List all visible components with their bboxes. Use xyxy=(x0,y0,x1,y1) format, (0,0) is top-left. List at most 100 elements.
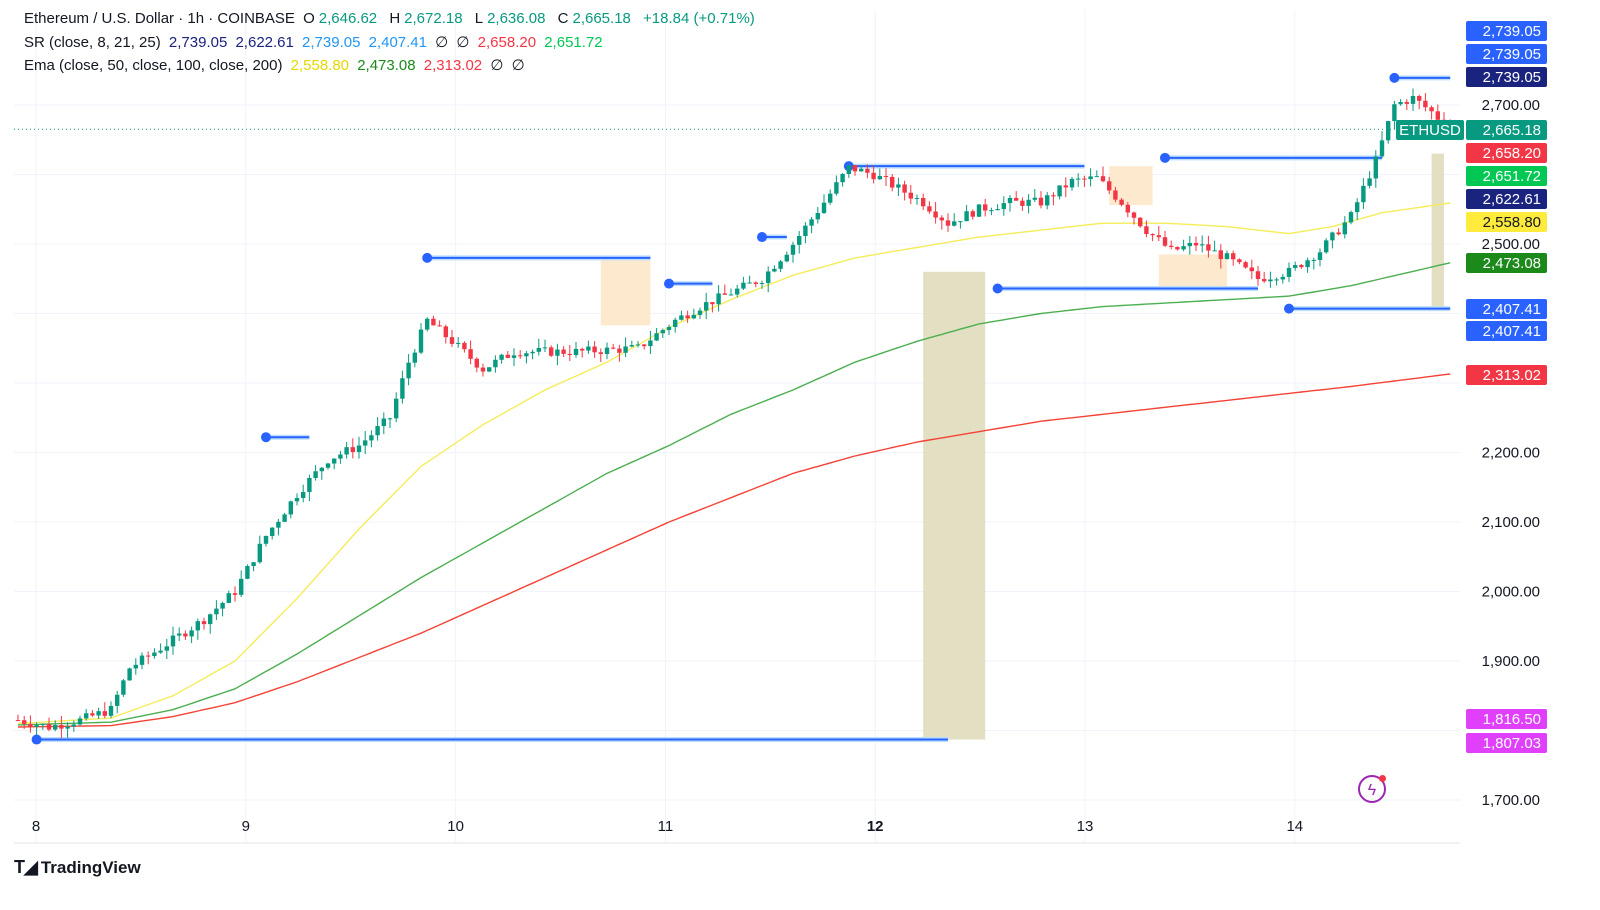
candle-body xyxy=(772,268,777,272)
lightning-icon[interactable]: ϟ xyxy=(1358,775,1386,803)
candle-body xyxy=(1020,200,1025,206)
price-tag xyxy=(1466,299,1547,319)
candle-body xyxy=(1069,178,1075,188)
ema-label: Ema (close, 50, close, 100, close, 200) xyxy=(24,57,283,74)
candle-body xyxy=(282,514,287,522)
candle-body xyxy=(1231,253,1236,260)
candle-body xyxy=(1051,195,1056,197)
candle-body xyxy=(487,367,492,372)
candle-body xyxy=(332,458,337,464)
candle-body xyxy=(425,318,430,330)
legend-sr[interactable]: SR (close, 8, 21, 25) 2,739.05 2,622.61 … xyxy=(24,33,607,51)
price-tag xyxy=(1466,67,1547,87)
candle-body xyxy=(1187,242,1192,247)
change-label: +18.84 (+0.71%) xyxy=(643,10,755,27)
candle-body xyxy=(1330,232,1335,241)
price-tag-label: 2,651.72 xyxy=(1483,168,1541,185)
candle-body xyxy=(177,633,182,636)
candle-body xyxy=(697,310,703,315)
candle-body xyxy=(350,447,355,453)
candle-body xyxy=(914,197,920,199)
candle-body xyxy=(1175,246,1180,250)
candle-body xyxy=(1094,176,1099,178)
legend-ema[interactable]: Ema (close, 50, close, 100, close, 200) … xyxy=(24,56,529,74)
candle-body xyxy=(1193,242,1199,246)
candle-body xyxy=(1373,156,1378,179)
candle-body xyxy=(648,340,653,347)
candle-body xyxy=(1274,279,1279,281)
candle-body xyxy=(859,168,864,172)
candle-body xyxy=(369,435,374,441)
candle-body xyxy=(146,655,151,657)
candle-body xyxy=(1100,176,1106,182)
candle-body xyxy=(1076,178,1081,180)
candle-body xyxy=(1119,199,1124,205)
candle-body xyxy=(1435,111,1440,120)
tradingview-logo[interactable]: T◢ TradingView xyxy=(14,857,141,878)
price-tag xyxy=(1466,166,1547,186)
candle-body xyxy=(921,197,926,207)
candle-body xyxy=(232,593,238,595)
price-tick-label: 1,900.00 xyxy=(1482,653,1540,670)
candle-body xyxy=(164,646,169,651)
candle-body xyxy=(1237,259,1242,263)
candle-body xyxy=(443,326,448,338)
ema-value: 2,313.02 xyxy=(423,57,483,74)
candle-body xyxy=(505,354,510,358)
candle-body xyxy=(1386,121,1391,141)
candle-body xyxy=(189,630,194,637)
candle-body xyxy=(1410,96,1416,104)
candle-body xyxy=(1169,245,1174,247)
candle-body xyxy=(1361,185,1366,203)
notification-dot xyxy=(1379,775,1386,782)
range-bands xyxy=(600,153,1444,740)
candle-body xyxy=(809,219,814,226)
candle-body xyxy=(846,165,851,175)
candle-body xyxy=(474,358,479,368)
candle-body xyxy=(71,724,76,727)
candlestick-series xyxy=(15,88,1453,739)
candle-body xyxy=(1299,265,1304,268)
candle-body xyxy=(480,367,486,372)
candle-body xyxy=(536,347,541,352)
candle-body xyxy=(549,347,554,356)
candle-body xyxy=(449,337,455,344)
candle-body xyxy=(338,454,343,459)
candle-body xyxy=(710,302,715,305)
time-tick-label: 11 xyxy=(658,818,674,835)
candle-body xyxy=(642,344,647,347)
chart-grid xyxy=(14,10,1460,844)
candle-body xyxy=(629,345,634,347)
price-tag xyxy=(1466,365,1547,385)
candle-body xyxy=(1268,279,1273,282)
candle-body xyxy=(728,294,734,296)
candle-body xyxy=(1113,190,1118,200)
pivot-marker xyxy=(261,432,271,443)
candle-body xyxy=(691,314,696,319)
candle-body xyxy=(1063,185,1068,188)
ema100-line xyxy=(17,262,1451,726)
ema-value: ∅ xyxy=(511,57,525,74)
candle-body xyxy=(288,501,293,515)
ema200-line xyxy=(17,373,1451,728)
candle-body xyxy=(406,362,411,379)
candle-body xyxy=(276,521,281,528)
candle-body xyxy=(77,718,83,725)
legend-ohlc: Ethereum / U.S. Dollar · 1h · COINBASE O… xyxy=(24,10,759,27)
candle-body xyxy=(592,346,597,353)
candle-body xyxy=(40,724,45,726)
sr-value: ∅ xyxy=(456,34,470,51)
candle-body xyxy=(108,705,114,716)
candle-body xyxy=(704,302,709,311)
candle-body xyxy=(654,333,659,341)
candle-body xyxy=(567,353,572,356)
candle-body xyxy=(22,720,27,724)
sr-value: 2,739.05 xyxy=(168,34,228,51)
candle-body xyxy=(573,348,579,356)
price-tag-label: 2,473.08 xyxy=(1483,255,1541,272)
candle-body xyxy=(635,344,641,346)
price-tag-label: 2,665.18 xyxy=(1483,122,1541,139)
candle-body xyxy=(1150,234,1155,236)
time-tick-label: 9 xyxy=(242,818,250,835)
